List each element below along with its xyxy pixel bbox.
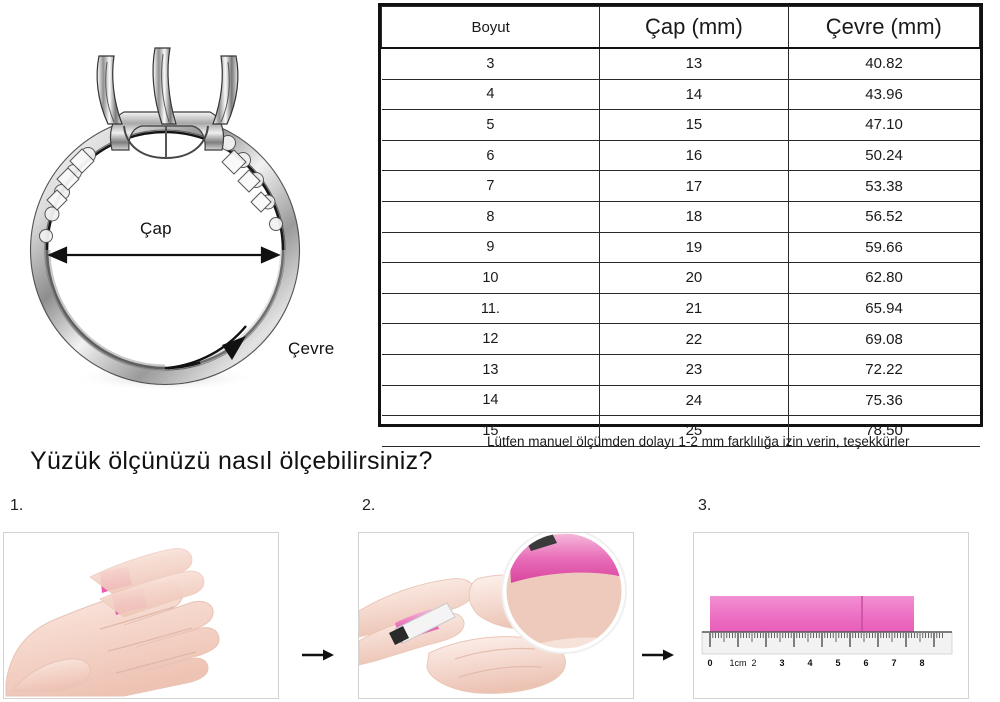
table-row: 12 22 69.08	[381, 323, 980, 355]
cell-circumference: 50.24	[787, 139, 980, 172]
ruler-tick-5: 5	[835, 658, 840, 668]
cell-diameter: 20	[599, 262, 789, 294]
circumference-label: Çevre	[288, 339, 335, 358]
cell-size: 10	[381, 262, 601, 294]
cell-circumference: 75.36	[787, 384, 980, 417]
cell-diameter: 25	[599, 415, 789, 447]
cell-diameter: 19	[599, 231, 789, 264]
cell-size: 8	[381, 200, 601, 233]
column-header-cevre: Çevre (mm)	[787, 6, 981, 49]
ruler-tick-1cm: 1cm	[729, 658, 746, 668]
cell-diameter: 13	[599, 47, 789, 80]
cell-circumference: 69.08	[787, 323, 980, 355]
table-row: 10 20 62.80	[381, 262, 980, 294]
table-row: 4 14 43.96	[381, 78, 980, 111]
step-1-to-2-arrow-icon	[302, 649, 334, 661]
table-row: 14 24 75.36	[381, 384, 980, 417]
cell-size: 14	[381, 384, 601, 417]
diameter-label: Çap	[140, 219, 172, 238]
cell-circumference: 72.22	[787, 353, 980, 386]
step-2-to-3-arrow-icon	[642, 649, 674, 661]
ruler-tick-2: 2	[751, 658, 756, 668]
cell-size: 6	[381, 139, 601, 172]
cell-circumference: 56.52	[787, 200, 980, 233]
ring-illustration-icon	[29, 47, 301, 391]
ring-size-table: Boyut Çap (mm) Çevre (mm) 3 13 40.82 4 1…	[378, 3, 983, 447]
cell-diameter: 24	[599, 384, 789, 417]
ruler-tick-0: 0	[707, 658, 712, 668]
ruler-tick-4: 4	[807, 658, 812, 668]
measuring-strip-with-ruler-photo: 0 1cm 2 3 4 5 6 7 8	[693, 532, 969, 699]
table-row: 9 19 59.66	[381, 231, 980, 264]
table-row: 8 18 56.52	[381, 200, 980, 233]
ruler-tick-8: 8	[919, 658, 924, 668]
table-body: 3 13 40.82 4 14 43.96 5 15 47.10 6 16	[381, 47, 980, 447]
ruler-tick-3: 3	[779, 658, 784, 668]
cell-size: 13	[381, 353, 601, 386]
cell-circumference: 62.80	[787, 262, 980, 294]
table-row: 3 13 40.82	[381, 47, 980, 80]
cell-size: 9	[381, 231, 601, 264]
table-row: 5 15 47.10	[381, 109, 980, 141]
step-3-number: 3.	[698, 497, 712, 514]
circumference-arrow-icon	[167, 325, 247, 370]
cell-circumference: 40.82	[787, 47, 980, 80]
step-2-number: 2.	[362, 497, 376, 514]
ruler-tick-7: 7	[891, 658, 896, 668]
cell-size: 3	[381, 47, 601, 80]
table-row: 6 16 50.24	[381, 139, 980, 172]
hand-with-paper-strip-photo	[3, 532, 279, 699]
table-header-row: Boyut Çap (mm) Çevre (mm)	[380, 6, 981, 49]
cell-size: 5	[381, 109, 601, 141]
cell-diameter: 14	[599, 78, 789, 111]
cell-diameter: 17	[599, 170, 789, 202]
measurement-tolerance-note: Lütfen manuel ölçümden dolayı 1-2 mm far…	[487, 434, 910, 449]
cell-diameter: 18	[599, 200, 789, 233]
cell-diameter: 16	[599, 139, 789, 172]
step-1-number: 1.	[10, 497, 24, 514]
column-header-cap: Çap (mm)	[599, 6, 789, 49]
cell-size: 4	[381, 78, 601, 111]
cell-circumference: 47.10	[787, 109, 980, 141]
cell-diameter: 21	[599, 292, 789, 325]
table-row: 13 23 72.22	[381, 353, 980, 386]
cell-size: 7	[381, 170, 601, 202]
marking-strip-with-pen-photo	[358, 532, 634, 699]
cell-circumference: 43.96	[787, 78, 980, 111]
how-to-measure-title: Yüzük ölçünüzü nasıl ölçebilirsiniz?	[30, 447, 433, 475]
ruler-tick-6: 6	[863, 658, 868, 668]
cell-circumference: 59.66	[787, 231, 980, 264]
cell-diameter: 23	[599, 353, 789, 386]
diameter-arrow-icon	[47, 246, 281, 264]
column-header-boyut: Boyut	[380, 6, 601, 49]
table-row: 11. 21 65.94	[381, 292, 980, 325]
cell-circumference: 78.50	[787, 415, 980, 447]
table-row: 15 25 78.50	[381, 415, 980, 447]
cell-size: 15	[381, 415, 601, 447]
table-row: 7 17 53.38	[381, 170, 980, 202]
cell-size: 12	[381, 323, 601, 355]
circumference-arrowhead-icon	[222, 336, 246, 360]
cell-circumference: 53.38	[787, 170, 980, 202]
cell-circumference: 65.94	[787, 292, 980, 325]
cell-diameter: 22	[599, 323, 789, 355]
cell-diameter: 15	[599, 109, 789, 141]
cell-size: 11.	[381, 292, 601, 325]
ring-diagram: Çap Çevre	[0, 0, 372, 430]
